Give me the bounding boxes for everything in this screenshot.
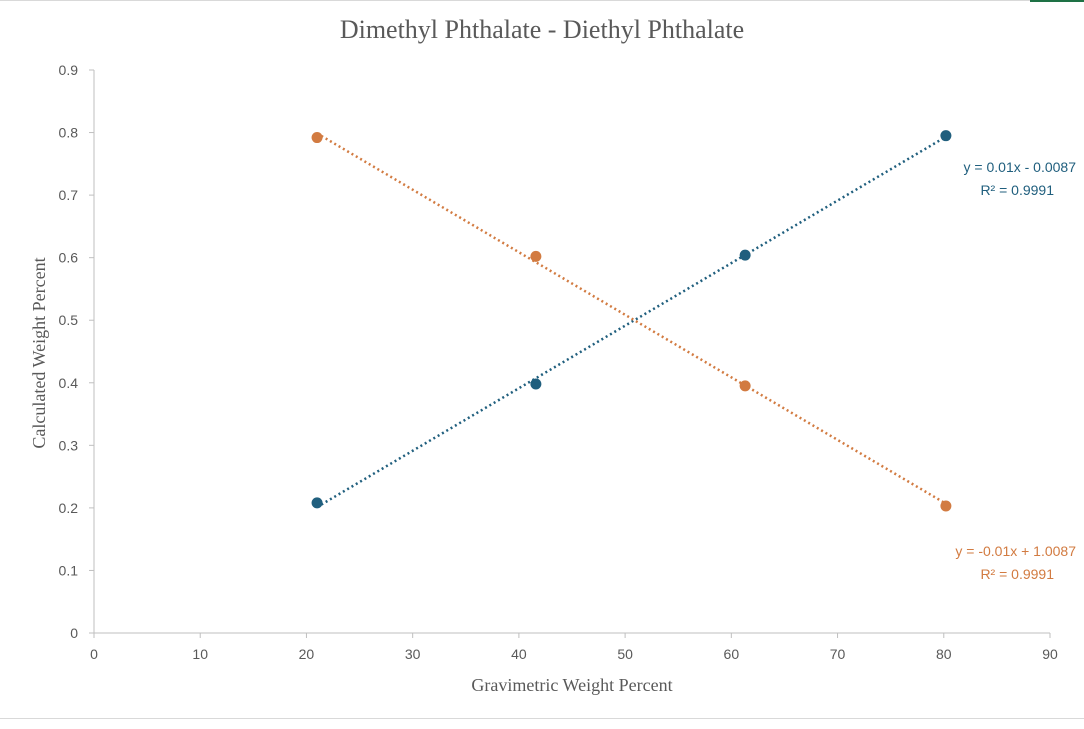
data-point-series-1 [311, 497, 323, 509]
trendline-equation-2: y = -0.01x + 1.0087 [955, 543, 1076, 559]
y-tick-label: 0.2 [59, 500, 79, 516]
chart-top-border [0, 0, 1084, 1]
data-points [311, 130, 952, 512]
y-axis-title: Calculated Weight Percent [29, 257, 49, 448]
x-tick-label: 90 [1042, 646, 1058, 662]
x-tick-label: 10 [192, 646, 208, 662]
y-tick-label: 0.9 [59, 62, 79, 78]
y-tick-label: 0.5 [59, 312, 79, 328]
selection-accent [1030, 0, 1084, 2]
y-tick-label: 0.8 [59, 125, 79, 141]
x-tick-label: 20 [299, 646, 315, 662]
chart-title: Dimethyl Phthalate - Diethyl Phthalate [340, 15, 744, 44]
y-tick-label: 0.1 [59, 562, 79, 578]
data-point-series-2 [940, 500, 952, 512]
x-tick-label: 0 [90, 646, 98, 662]
data-point-series-1 [739, 249, 751, 261]
y-tick-label: 0.4 [59, 375, 79, 391]
x-axis-title: Gravimetric Weight Percent [471, 675, 672, 695]
x-tick-label: 80 [936, 646, 952, 662]
x-tick-label: 40 [511, 646, 527, 662]
data-point-series-2 [311, 132, 323, 144]
x-tick-label: 60 [724, 646, 740, 662]
trendline-labels: y = 0.01x - 0.0087 R² = 0.9991 y = -0.01x … [955, 159, 1076, 582]
trendline-series-1 [316, 135, 947, 509]
y-tick-label: 0.6 [59, 250, 79, 266]
x-tick-label: 30 [405, 646, 421, 662]
data-point-series-2 [530, 250, 542, 262]
trendline-series-2 [316, 132, 947, 505]
x-tick-label: 50 [617, 646, 633, 662]
y-tick-label: 0.3 [59, 437, 79, 453]
y-tick-label: 0 [70, 625, 78, 641]
chart-bottom-border [0, 718, 1084, 719]
axes: 0 10 20 30 40 50 60 70 80 90 0 0.1 0.2 0.3 0.4 0.5 0.6 0.… [59, 62, 1058, 662]
trendline-equation-1: y = 0.01x - 0.0087 [964, 159, 1077, 175]
y-tick-label: 0.7 [59, 187, 79, 203]
trendlines [316, 132, 947, 509]
trendline-r-squared-1: R² = 0.9991 [980, 182, 1054, 198]
data-point-series-2 [739, 380, 751, 392]
data-point-series-1 [530, 378, 542, 390]
trendline-r-squared-2: R² = 0.9991 [980, 566, 1054, 582]
x-tick-label: 70 [830, 646, 846, 662]
data-point-series-1 [940, 130, 952, 142]
